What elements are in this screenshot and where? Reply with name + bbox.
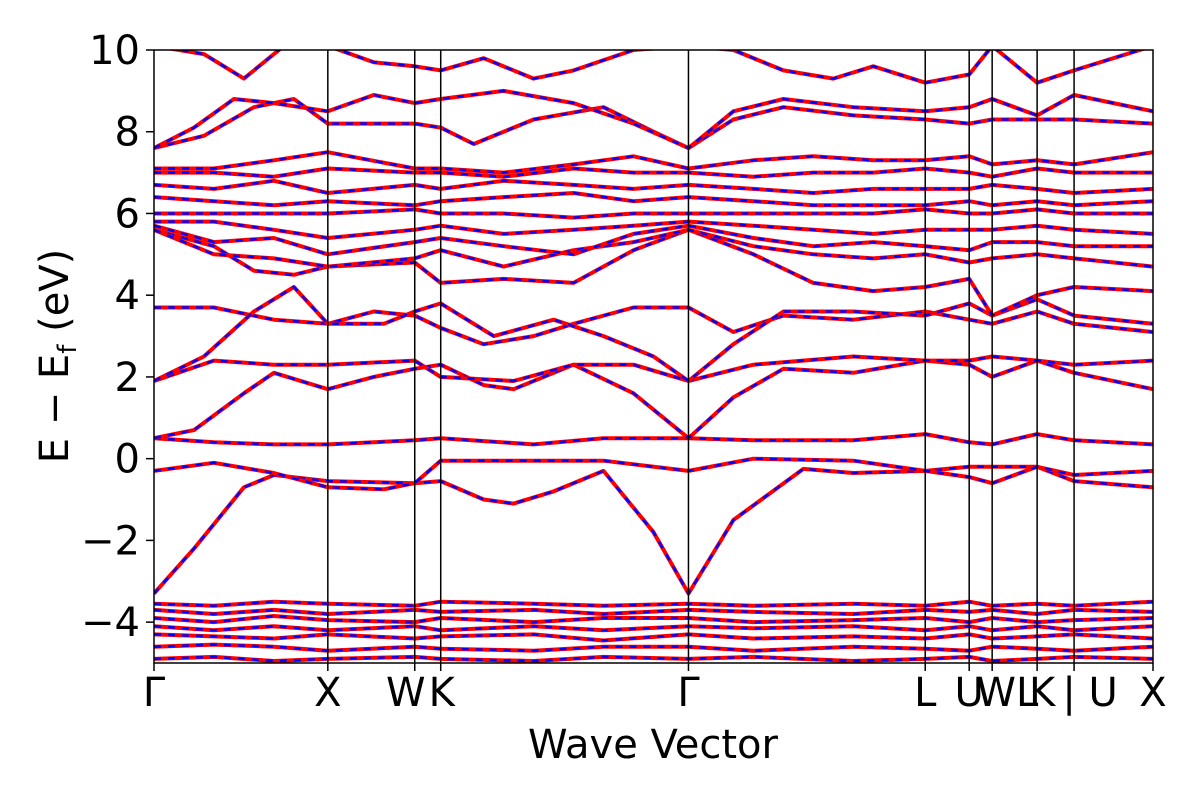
- y-tick-label-4: 4: [115, 273, 140, 319]
- x-axis-title: Wave Vector: [528, 722, 779, 768]
- band-line-23-red: [154, 632, 1153, 643]
- band-line-0-blue: [154, 465, 1153, 596]
- y-tick-label-6: 8: [115, 110, 140, 156]
- band-line-6-red: [154, 285, 1153, 383]
- x-tick-label-4: Γ: [677, 670, 700, 716]
- y-tick-label-3: 2: [115, 355, 140, 401]
- band-line-19-red: [154, 599, 1153, 608]
- y-tick-label-0: −4: [81, 600, 140, 646]
- band-line-6-blue: [154, 285, 1153, 383]
- y-tick-label-7: 10: [89, 28, 140, 74]
- x-tick-label-0: Γ: [143, 670, 166, 716]
- y-tick-label-2: 0: [115, 437, 140, 483]
- x-tick-label-5: L: [914, 670, 937, 716]
- x-tick-label-9: K: [1029, 670, 1057, 716]
- band-line-11-red: [154, 207, 1153, 220]
- y-axis-title: E − Ef (eV): [32, 249, 83, 464]
- band-line-1-blue: [154, 457, 1153, 491]
- y-tick-label-1: −2: [81, 518, 140, 564]
- y-axis-title-unit: (eV): [32, 249, 78, 345]
- band-line-21-red: [154, 614, 1153, 625]
- band-line-20-red: [154, 607, 1153, 616]
- band-line-5-blue: [154, 306, 1153, 346]
- band-line-12-red: [154, 191, 1153, 208]
- band-line-2-red: [154, 432, 1153, 447]
- y-axis-title-subscript: f: [53, 344, 83, 354]
- y-axis-ticks: −4 −2 0 2 4 6 8 10: [81, 28, 154, 646]
- band-line-14-red: [154, 166, 1153, 179]
- plot-frame: [153, 49, 1154, 664]
- band-line-4-blue: [154, 355, 1153, 383]
- kpoint-lines: [327, 50, 1075, 663]
- x-tick-label-3: K: [429, 670, 457, 716]
- band-line-24-red: [154, 642, 1153, 653]
- x-tick-label-6: U: [955, 670, 984, 716]
- band-line-0-red: [154, 464, 1153, 596]
- band-line-1-red: [154, 456, 1153, 492]
- band-line-3-red: [154, 358, 1153, 441]
- band-line-4-red: [154, 354, 1153, 383]
- band-line-7-blue: [154, 228, 1153, 318]
- x-tick-label-8: L: [1016, 670, 1039, 716]
- x-tick-label-7: W: [976, 670, 1016, 716]
- band-line-25-red: [154, 654, 1153, 663]
- x-tick-label-10: | U: [1062, 670, 1117, 716]
- x-tick-label-1: X: [314, 670, 341, 716]
- band-line-18-blue: [171, 50, 1145, 85]
- bands-layer: [154, 50, 1153, 663]
- band-line-13-red: [154, 178, 1153, 195]
- band-line-22-red: [154, 624, 1153, 633]
- band-line-18-red: [166, 50, 1147, 85]
- band-line-17-red: [154, 88, 1153, 151]
- y-tick-label-5: 6: [115, 191, 140, 237]
- y-axis-title-main: E − E: [32, 354, 78, 464]
- x-tick-label-2: W: [386, 670, 426, 716]
- x-tick-label-11: X: [1139, 670, 1166, 716]
